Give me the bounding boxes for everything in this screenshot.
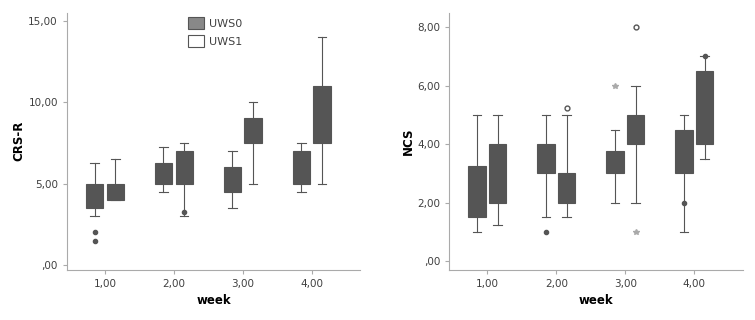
PathPatch shape xyxy=(245,118,262,143)
PathPatch shape xyxy=(293,151,310,184)
PathPatch shape xyxy=(696,71,713,144)
PathPatch shape xyxy=(155,163,172,184)
PathPatch shape xyxy=(606,151,624,173)
PathPatch shape xyxy=(223,167,241,192)
PathPatch shape xyxy=(627,115,644,144)
PathPatch shape xyxy=(468,166,485,217)
Y-axis label: NCS: NCS xyxy=(402,127,414,155)
Y-axis label: CRS-R: CRS-R xyxy=(13,121,26,161)
PathPatch shape xyxy=(675,130,692,173)
PathPatch shape xyxy=(558,173,575,203)
X-axis label: week: week xyxy=(578,294,613,308)
PathPatch shape xyxy=(313,86,331,143)
PathPatch shape xyxy=(175,151,193,184)
PathPatch shape xyxy=(489,144,507,203)
PathPatch shape xyxy=(106,184,124,200)
PathPatch shape xyxy=(538,144,555,173)
X-axis label: week: week xyxy=(196,294,231,308)
Legend: UWS0, UWS1: UWS0, UWS1 xyxy=(184,13,247,52)
PathPatch shape xyxy=(86,184,103,208)
